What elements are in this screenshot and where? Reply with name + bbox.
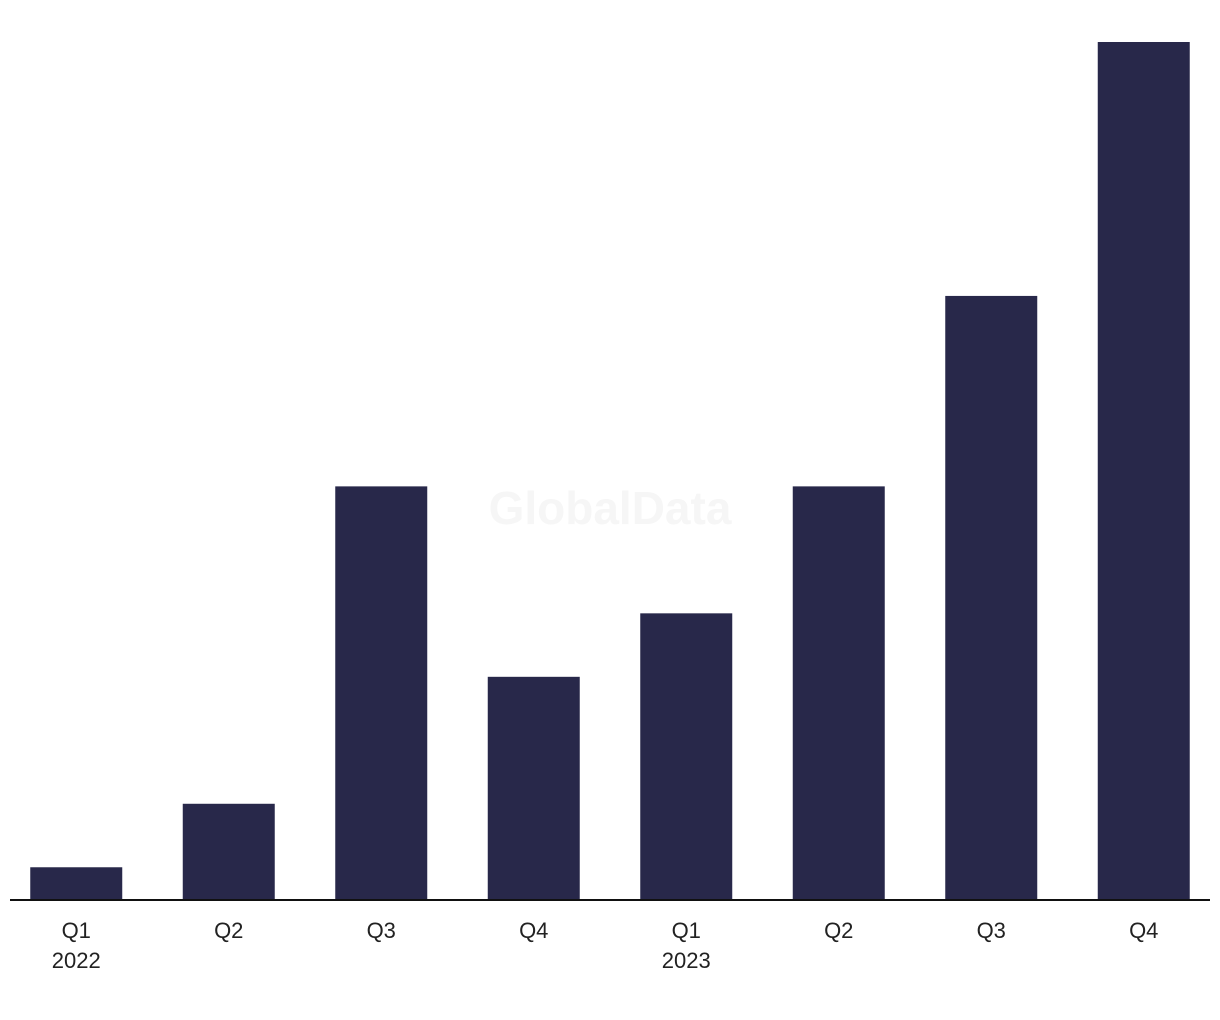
x-tick-label: Q4 [519, 918, 548, 943]
bar [182, 803, 275, 899]
bar [1097, 42, 1190, 899]
year-label: 2022 [52, 948, 101, 973]
watermark: GlobalData [489, 482, 732, 534]
bar [792, 486, 885, 899]
x-tick-label: Q1 [62, 918, 91, 943]
x-tick-label: Q4 [1129, 918, 1158, 943]
bar [335, 486, 428, 899]
x-tick-label: Q2 [214, 918, 243, 943]
year-label: 2023 [662, 948, 711, 973]
bar [640, 613, 733, 899]
bar [945, 295, 1038, 900]
x-tick-label: Q3 [977, 918, 1006, 943]
x-tick-label: Q2 [824, 918, 853, 943]
bar [30, 867, 123, 899]
bar [487, 676, 580, 899]
x-tick-label: Q1 [672, 918, 701, 943]
x-tick-label: Q3 [367, 918, 396, 943]
